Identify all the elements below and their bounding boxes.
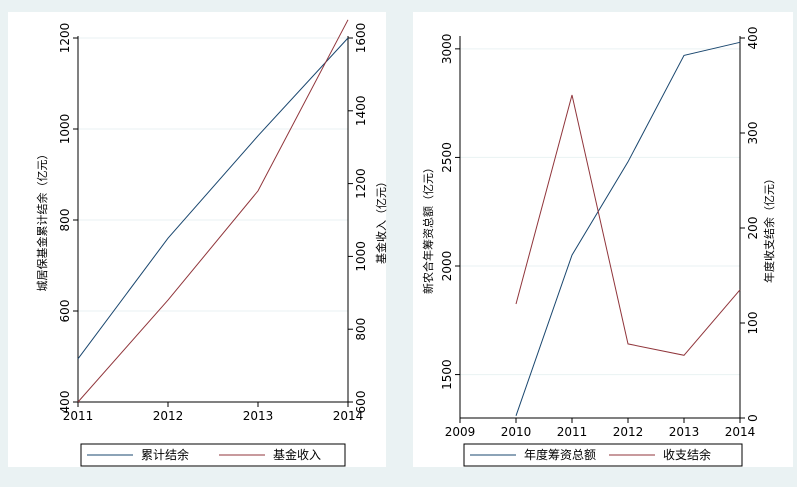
legend-label: 累计结余 xyxy=(141,447,189,462)
x-tick-label: 2010 xyxy=(501,425,532,439)
legend-box xyxy=(463,443,743,467)
y-tick-label: 600 xyxy=(58,300,72,323)
legend-label: 基金收入 xyxy=(273,447,321,462)
y2-tick-label: 1400 xyxy=(354,96,368,127)
series-line-2 xyxy=(515,94,741,356)
y2-tick-label: 300 xyxy=(746,122,760,145)
y-tick-label: 400 xyxy=(58,391,72,414)
x-tick-label: 2012 xyxy=(613,425,644,439)
y2-axis-title: 基金收入（亿元） xyxy=(374,176,388,264)
y2-tick-label: 0 xyxy=(746,414,760,422)
y-axis-title: 城居保基金累计结余（亿元） xyxy=(35,149,49,292)
x-tick-label: 2011 xyxy=(557,425,588,439)
x-tick-label: 2013 xyxy=(243,409,274,423)
y-tick-label: 2000 xyxy=(440,251,454,282)
legend-box xyxy=(80,443,346,467)
series-line-2 xyxy=(77,19,349,403)
x-tick-label: 2012 xyxy=(153,409,184,423)
x-tick-label: 2011 xyxy=(63,409,94,423)
y-tick-label: 2500 xyxy=(440,142,454,173)
y2-tick-label: 1000 xyxy=(354,241,368,272)
y2-tick-label: 1600 xyxy=(354,23,368,54)
y2-tick-label: 600 xyxy=(354,391,368,414)
y-tick-label: 1200 xyxy=(58,23,72,54)
y2-tick-label: 400 xyxy=(746,27,760,50)
charts-layer: 4006008001000120060080010001200140016002… xyxy=(8,12,793,467)
x-tick-label: 2014 xyxy=(725,425,756,439)
chart-panel xyxy=(8,12,386,467)
chart-2: 1500 2000 2500 3000 0 100 200 300 400 2009 2010 201… xyxy=(413,12,793,467)
y-tick-label: 800 xyxy=(58,209,72,232)
y2-tick-label: 200 xyxy=(746,217,760,240)
chart-1: 400 600 800 1000 1200 600 800 1000 1200 1400 1600 2… xyxy=(8,12,388,467)
y2-tick-label: 1200 xyxy=(354,168,368,199)
y-tick-label: 3000 xyxy=(440,34,454,65)
x-tick-label: 2009 xyxy=(445,425,476,439)
legend-label: 年度筹资总额 xyxy=(524,447,596,462)
series-line-1 xyxy=(77,37,349,360)
y2-tick-label: 100 xyxy=(746,312,760,335)
series-line-1 xyxy=(515,41,741,416)
x-tick-label: 2013 xyxy=(669,425,700,439)
x-tick-label: 2014 xyxy=(333,409,364,423)
y-tick-label: 1500 xyxy=(440,359,454,390)
y2-tick-label: 800 xyxy=(354,318,368,341)
y-tick-label: 1000 xyxy=(58,114,72,145)
chart-panel xyxy=(413,12,793,467)
y2-axis-title: 年度收支结余（亿元） xyxy=(762,173,776,283)
legend-label: 收支结余 xyxy=(663,447,711,462)
y-axis-title: 新农合年筹资总额（亿元） xyxy=(421,162,435,294)
